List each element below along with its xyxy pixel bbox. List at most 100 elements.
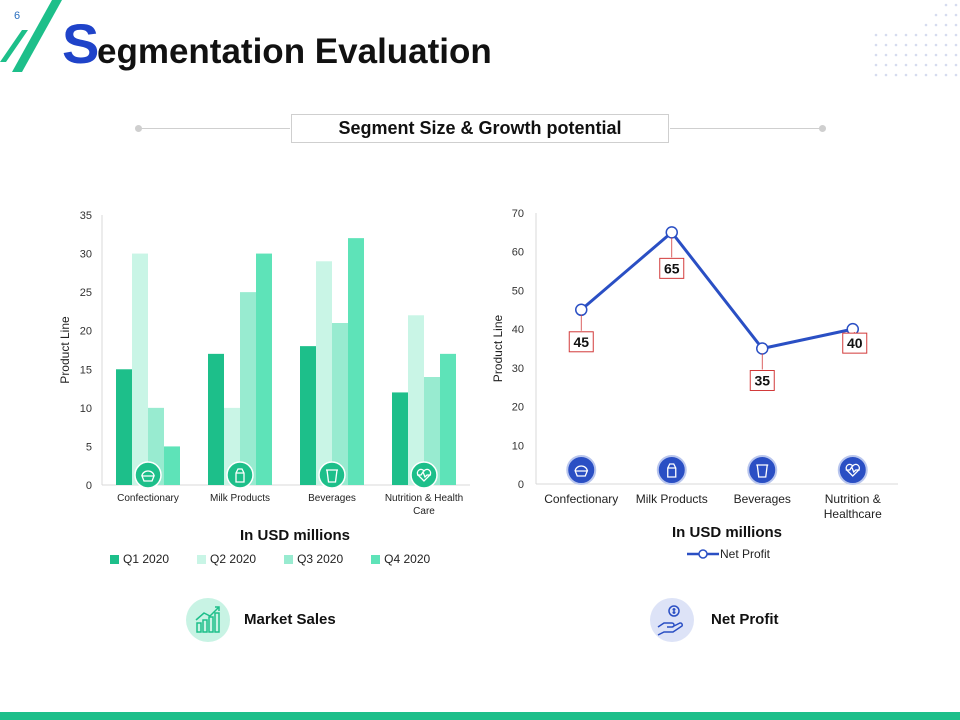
bottom-accent-bar bbox=[0, 712, 960, 720]
legend-swatch bbox=[197, 554, 207, 564]
data-label: 40 bbox=[847, 335, 863, 351]
legend-item: Q4 2020 bbox=[371, 552, 430, 566]
grid-dot bbox=[874, 73, 878, 77]
heart-pulse-icon bbox=[845, 463, 860, 477]
bar bbox=[408, 315, 424, 485]
grid-dot bbox=[904, 53, 908, 57]
cup-icon bbox=[326, 469, 338, 483]
category-icon-badge bbox=[318, 461, 346, 489]
y-tick-label: 40 bbox=[512, 324, 524, 336]
subtitle-rule-right bbox=[670, 128, 822, 129]
data-label-box bbox=[659, 257, 685, 279]
y-tick-label: 30 bbox=[512, 363, 524, 375]
money-hand-icon bbox=[650, 598, 694, 642]
title-initial: S bbox=[62, 12, 100, 75]
grid-dot bbox=[954, 3, 958, 7]
y-tick-label: 50 bbox=[512, 285, 524, 297]
subtitle-dot-right bbox=[819, 125, 826, 132]
data-label-box bbox=[749, 370, 775, 391]
category-icon-badge bbox=[566, 455, 597, 485]
x-tick-label: Nutrition & bbox=[825, 492, 881, 506]
bar-chart-legend: Q1 2020 Q2 2020 Q3 2020 Q4 2020 bbox=[110, 552, 470, 566]
category-icon-badge bbox=[226, 461, 254, 489]
y-tick-label: 10 bbox=[80, 403, 92, 415]
grid-dot bbox=[904, 73, 908, 77]
y-axis-title: Product Line bbox=[58, 316, 72, 384]
y-tick-label: 70 bbox=[512, 208, 524, 220]
grid-dot bbox=[874, 43, 878, 47]
legend-label: Q4 2020 bbox=[384, 552, 431, 566]
bar bbox=[392, 392, 408, 485]
grid-dot bbox=[884, 73, 888, 77]
bar bbox=[348, 238, 364, 485]
bar-chart: 0 5 10 15 20 25 30 35 Product Line Confectionary M… bbox=[58, 210, 470, 517]
grid-dot bbox=[874, 63, 878, 67]
pie-icon bbox=[574, 465, 589, 477]
grid-dot bbox=[914, 73, 918, 77]
cup-icon bbox=[756, 464, 769, 478]
grid-dot bbox=[934, 23, 938, 27]
grid-dot bbox=[924, 23, 928, 27]
data-label: 35 bbox=[754, 373, 770, 389]
grid-dot bbox=[924, 63, 928, 67]
x-tick-label: Milk Products bbox=[636, 492, 708, 506]
grid-dot bbox=[954, 23, 958, 27]
x-tick-label: Beverages bbox=[308, 493, 356, 504]
x-tick-label: Healthcare bbox=[824, 507, 882, 521]
grid-dot bbox=[954, 53, 958, 57]
milk-carton-icon bbox=[667, 463, 677, 478]
y-axis-title: Product Line bbox=[491, 314, 505, 382]
net-profit-label: Net Profit bbox=[711, 611, 779, 628]
corner-slash-decoration bbox=[0, 0, 62, 72]
category-icon-badge bbox=[747, 455, 778, 485]
subtitle-rule-left bbox=[138, 128, 290, 129]
grid-dot bbox=[944, 73, 948, 77]
legend-swatch bbox=[371, 554, 381, 564]
data-label: 65 bbox=[664, 260, 680, 276]
bar bbox=[164, 446, 180, 485]
grid-dot bbox=[954, 63, 958, 67]
legend-label: Q2 2020 bbox=[210, 552, 257, 566]
grid-dot bbox=[934, 63, 938, 67]
grid-dot bbox=[904, 63, 908, 67]
grid-dot bbox=[934, 33, 938, 37]
data-label: 45 bbox=[573, 334, 589, 350]
grid-dot bbox=[954, 13, 958, 17]
grid-dot bbox=[914, 33, 918, 37]
line-chart-legend: Net Profit bbox=[686, 547, 770, 561]
legend-item: Q1 2020 bbox=[110, 552, 169, 566]
grid-dot bbox=[954, 33, 958, 37]
y-tick-label: 25 bbox=[80, 287, 92, 299]
bar bbox=[132, 253, 148, 485]
grid-dot bbox=[944, 3, 948, 7]
bar-chart-x-axis-title: In USD millions bbox=[239, 527, 350, 544]
page-title: egmentation Evaluation bbox=[97, 32, 492, 71]
x-tick-label: Beverages bbox=[734, 492, 791, 506]
y-tick-label: 5 bbox=[86, 441, 92, 453]
bar bbox=[116, 369, 132, 485]
grid-dot bbox=[904, 43, 908, 47]
y-tick-label: 0 bbox=[518, 479, 524, 491]
grid-dot bbox=[924, 53, 928, 57]
grid-dot bbox=[894, 73, 898, 77]
grid-dot bbox=[944, 23, 948, 27]
grid-dot bbox=[894, 53, 898, 57]
grid-dot bbox=[924, 43, 928, 47]
y-tick-label: 10 bbox=[512, 440, 524, 452]
grid-dot bbox=[934, 73, 938, 77]
heart-pulse-icon bbox=[416, 468, 432, 482]
grid-dot bbox=[904, 33, 908, 37]
pie-icon bbox=[141, 470, 155, 482]
grid-dot bbox=[884, 43, 888, 47]
grid-dot bbox=[874, 33, 878, 37]
line-chart-x-axis-title: In USD millions bbox=[671, 524, 782, 541]
grid-dot bbox=[894, 33, 898, 37]
grid-dot bbox=[914, 43, 918, 47]
y-tick-label: 35 bbox=[80, 210, 92, 222]
grid-dot bbox=[934, 43, 938, 47]
legend-label: Net Profit bbox=[720, 547, 771, 561]
bar bbox=[316, 261, 332, 485]
legend-label: Q1 2020 bbox=[123, 552, 170, 566]
grid-dot bbox=[934, 13, 938, 17]
grid-dot bbox=[944, 33, 948, 37]
